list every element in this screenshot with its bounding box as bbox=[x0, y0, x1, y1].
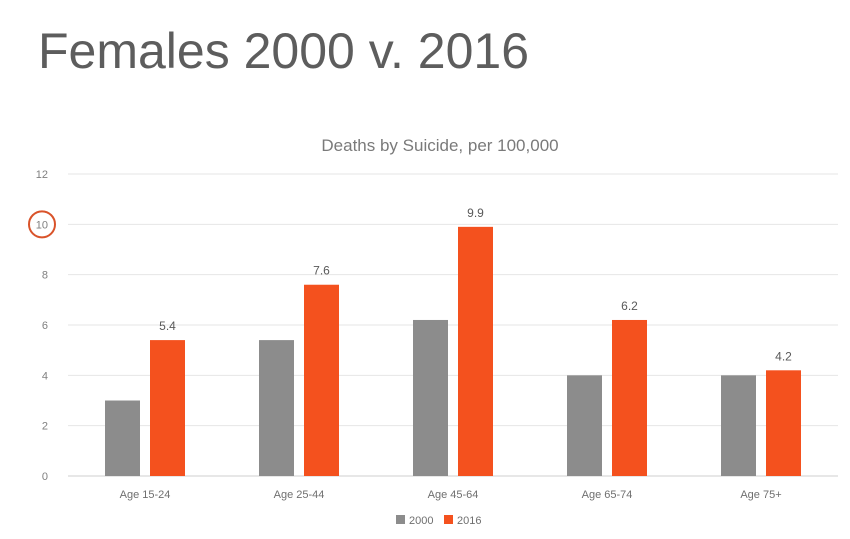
category-label: Age 25-44 bbox=[274, 489, 325, 501]
bar-2000 bbox=[721, 375, 756, 476]
y-tick-label: 10 bbox=[36, 219, 48, 231]
chart-title: Deaths by Suicide, per 100,000 bbox=[321, 136, 558, 155]
bars bbox=[105, 226, 801, 476]
data-label: 7.6 bbox=[313, 264, 330, 278]
bar-2016 bbox=[458, 226, 493, 476]
category-label: Age 45-64 bbox=[428, 489, 479, 501]
x-axis-categories: Age 15-24 Age 25-44 Age 45-64 Age 65-74 Age … bbox=[120, 489, 782, 501]
y-tick-label: 2 bbox=[42, 421, 48, 433]
data-labels: 5.4 7.6 9.9 6.2 4.2 bbox=[159, 206, 792, 363]
bar-2000 bbox=[567, 375, 602, 476]
bar-2000 bbox=[259, 340, 294, 476]
bar-2016 bbox=[304, 284, 339, 476]
category-label: Age 75+ bbox=[740, 489, 781, 501]
y-tick-label: 12 bbox=[36, 169, 48, 181]
legend-label: 2000 bbox=[409, 515, 433, 527]
y-tick-label: 6 bbox=[42, 320, 48, 332]
legend-swatch-2016 bbox=[444, 515, 453, 524]
highlight-circle bbox=[28, 210, 56, 239]
gridlines bbox=[68, 173, 838, 477]
data-label: 5.4 bbox=[159, 319, 176, 333]
data-label: 6.2 bbox=[621, 299, 638, 313]
y-axis-ticks: 0 2 4 6 8 10 12 bbox=[28, 169, 56, 483]
y-tick-label: 0 bbox=[42, 471, 48, 483]
bar-2016 bbox=[766, 370, 801, 476]
category-label: Age 65-74 bbox=[582, 489, 633, 501]
legend: 2000 2016 bbox=[396, 515, 481, 527]
y-tick-label: 4 bbox=[42, 370, 48, 382]
category-label: Age 15-24 bbox=[120, 489, 171, 501]
slide-title: Females 2000 v. 2016 bbox=[38, 23, 530, 79]
bar-2000 bbox=[105, 400, 140, 476]
legend-swatch-2000 bbox=[396, 515, 405, 524]
bar-2016 bbox=[150, 340, 185, 476]
data-label: 9.9 bbox=[467, 206, 484, 220]
bar-2000 bbox=[413, 319, 448, 476]
y-tick-label: 8 bbox=[42, 270, 48, 282]
legend-label: 2016 bbox=[457, 515, 481, 527]
bar-2016 bbox=[612, 319, 647, 476]
data-label: 4.2 bbox=[775, 349, 792, 363]
